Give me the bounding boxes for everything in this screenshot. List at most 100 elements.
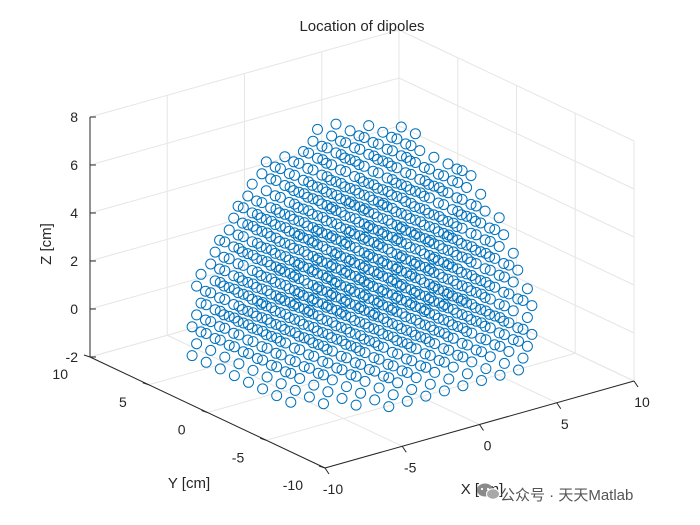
dipole-point [390,263,402,275]
dipole-point [409,201,421,213]
dipole-point [512,293,524,305]
dipole-point [418,219,430,231]
dipole-point [447,217,459,229]
dipole-point [191,338,203,350]
z-tick-label: 4 [70,205,78,221]
dipole-point [340,194,352,206]
dipole-point [303,205,315,217]
dipole-point [297,290,309,301]
dipole-point [427,282,439,294]
dipole-point [312,210,323,222]
dipole-point [339,296,351,308]
dipole-point [429,222,441,234]
dipole-point [429,251,441,263]
dipole-point [392,377,404,389]
dipole-point [335,235,347,247]
dipole-point [376,257,388,269]
dipole-point [433,268,445,280]
dipole-point [232,258,244,270]
dipole-point [279,324,291,335]
dipole-point [484,264,496,276]
dipole-point [350,399,362,411]
dipole-point [298,332,310,344]
dipole-point [298,217,310,229]
dipole-point [461,239,473,251]
dipole-point [292,259,304,271]
dipole-point [293,301,305,313]
dipole-point [302,220,314,232]
dipole-point [443,315,455,327]
dipole-point [415,302,427,314]
dipole-point [251,310,263,322]
dipole-point [260,329,272,341]
dipole-point [401,367,413,378]
dipole-point [378,313,389,324]
dipole-point [437,185,449,197]
dipole-point [246,293,258,305]
dipole-point [438,199,450,211]
dipole-point [443,229,455,241]
dipole-point [521,340,533,352]
dipole-point [382,330,394,341]
dipole-point [382,157,394,169]
dipole-point [461,210,473,222]
dipole-point [288,185,300,197]
dipole-point [369,394,381,406]
dipole-point [330,205,342,216]
dipole-point [344,326,356,338]
dipole-point [429,366,441,378]
dipole-point [336,306,348,318]
dipole-point [390,206,402,218]
dipole-point [200,299,212,311]
dipole-point [517,323,529,335]
dipole-point [345,196,357,208]
dipole-point [410,228,422,240]
dipole-point [257,354,269,366]
dipole-point [237,202,249,214]
dipole-point [526,328,538,340]
dipole-point [251,195,263,207]
dipole-point [372,225,384,236]
dipole-point [476,288,487,300]
dipole-point [322,386,334,398]
dipole-point [386,202,398,214]
dipole-point [316,256,328,267]
dipole-point [466,241,478,253]
dipole-point [372,182,383,194]
dipole-point [303,176,315,188]
dipole-point [232,200,244,212]
dipole-point [386,260,398,272]
dipole-point [353,159,365,171]
dipole-point [452,177,464,188]
dipole-point [443,373,455,385]
dipole-point [404,299,416,311]
dipole-point [476,375,487,386]
dipole-point [442,331,454,343]
dipole-point [336,364,348,376]
dipole-point [256,254,268,266]
dipole-point [186,321,198,333]
dipole-point [283,312,295,324]
dipole-point [326,374,338,386]
dipole-point [378,370,389,382]
dipole-point [316,227,328,239]
dipole-point [420,390,432,402]
dipole-point [289,269,301,281]
dipole-point [294,344,306,356]
dipole-point [438,327,450,339]
dipole-point [441,288,453,300]
dipole-point [256,341,268,353]
dipole-point [336,335,348,347]
dipole-point [442,187,454,199]
dipole-point [401,238,412,250]
dipole-point [274,220,286,232]
dipole-point [293,215,305,227]
dipole-point [424,263,436,275]
grid-line-wall-zx [89,77,400,166]
dipole-point [429,280,441,292]
dipole-point [326,274,338,286]
dipole-point [476,317,487,329]
dipole-point [498,271,510,283]
dipole-point [461,281,473,293]
